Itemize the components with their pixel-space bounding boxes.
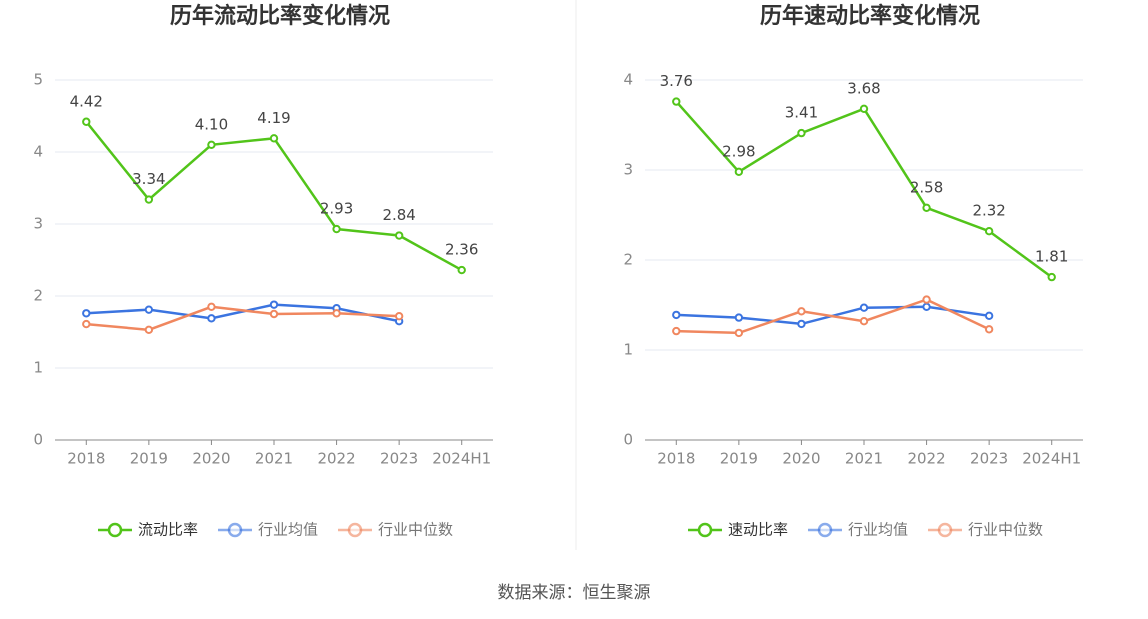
data-point: [144, 305, 154, 314]
y-tick-label: 4: [623, 71, 633, 89]
x-tick-label: 2019: [130, 450, 168, 468]
series-line: [676, 298, 990, 335]
x-tick-label: 2018: [67, 450, 105, 468]
chart-title: 历年速动比率变化情况: [760, 3, 980, 29]
data-point: [457, 265, 466, 275]
data-point: [797, 319, 806, 329]
legend-marker: [817, 522, 833, 538]
data-point: [144, 325, 154, 335]
legend-label: 行业中位数: [968, 521, 1043, 539]
data-point: [332, 309, 341, 318]
legend-marker: [697, 522, 713, 538]
legend-marker: [107, 522, 123, 538]
x-tick-label: 2023: [380, 450, 418, 468]
data-point: [269, 309, 279, 319]
legend-marker: [347, 522, 363, 538]
data-label: 4.10: [195, 115, 228, 133]
y-tick-label: 2: [33, 287, 43, 305]
y-tick-label: 1: [623, 341, 633, 359]
data-point: [269, 134, 279, 143]
data-point: [394, 311, 404, 321]
data-point: [922, 295, 931, 304]
data-label: 3.68: [847, 79, 880, 97]
data-point: [984, 227, 994, 236]
x-tick-label: 2022: [317, 450, 355, 468]
y-tick-label: 3: [33, 215, 43, 233]
data-point: [394, 231, 404, 240]
data-point: [859, 317, 869, 326]
data-point: [734, 313, 744, 322]
x-tick-label: 2022: [907, 450, 945, 468]
source-note: 数据来源：恒生聚源: [498, 583, 651, 603]
data-label: 2.84: [382, 206, 415, 224]
data-point: [922, 302, 931, 311]
data-point: [269, 300, 279, 309]
x-tick-label: 2024H1: [432, 450, 491, 468]
data-point: [984, 311, 994, 320]
x-tick-label: 2021: [255, 450, 293, 468]
legend-marker: [227, 522, 243, 538]
data-point: [797, 307, 806, 316]
x-tick-label: 2020: [192, 450, 230, 468]
data-label: 2.98: [722, 142, 755, 160]
data-point: [984, 325, 994, 334]
x-tick-label: 2019: [720, 450, 758, 468]
legend-label: 行业均值: [848, 521, 908, 539]
data-label: 3.41: [785, 104, 818, 122]
x-tick-label: 2018: [657, 450, 695, 468]
data-point: [332, 224, 341, 234]
series-line: [85, 120, 463, 272]
legend-label: 流动比率: [138, 521, 198, 539]
legend-label: 速动比率: [728, 521, 788, 539]
data-point: [734, 167, 744, 177]
data-point: [672, 97, 681, 106]
data-point: [672, 310, 681, 320]
y-tick-label: 0: [623, 431, 633, 449]
data-label: 1.81: [1035, 248, 1068, 266]
chart-title: 历年流动比率变化情况: [170, 3, 390, 29]
data-label: 2.58: [910, 178, 943, 196]
data-label: 3.34: [132, 170, 165, 188]
data-label: 4.42: [70, 92, 103, 110]
data-point: [207, 140, 216, 150]
data-point: [1047, 272, 1056, 282]
data-point: [207, 302, 216, 311]
x-tick-label: 2021: [845, 450, 883, 468]
data-point: [82, 319, 91, 329]
y-tick-label: 5: [33, 71, 43, 89]
legend-label: 行业均值: [258, 521, 318, 539]
data-point: [82, 309, 91, 318]
y-tick-label: 3: [623, 161, 633, 179]
legend-label: 行业中位数: [378, 521, 453, 539]
series-line: [675, 100, 1053, 279]
data-point: [144, 195, 154, 204]
data-label: 2.32: [972, 202, 1005, 220]
y-tick-label: 2: [623, 251, 633, 269]
data-label: 4.19: [257, 109, 290, 127]
x-tick-label: 2020: [782, 450, 820, 468]
series-line: [86, 305, 400, 332]
x-tick-label: 2023: [970, 450, 1008, 468]
y-tick-label: 4: [33, 143, 43, 161]
data-label: 2.93: [320, 200, 353, 218]
x-tick-label: 2024H1: [1022, 450, 1081, 468]
data-point: [82, 117, 91, 126]
data-point: [672, 326, 681, 336]
data-point: [859, 104, 869, 114]
y-tick-label: 1: [33, 359, 43, 377]
data-label: 2.36: [445, 241, 478, 259]
data-point: [859, 303, 869, 312]
data-point: [922, 203, 931, 213]
y-tick-label: 0: [33, 431, 43, 449]
data-label: 3.76: [660, 72, 693, 90]
legend-marker: [937, 522, 953, 538]
data-point: [797, 128, 806, 138]
data-point: [734, 328, 744, 338]
data-point: [207, 314, 216, 323]
